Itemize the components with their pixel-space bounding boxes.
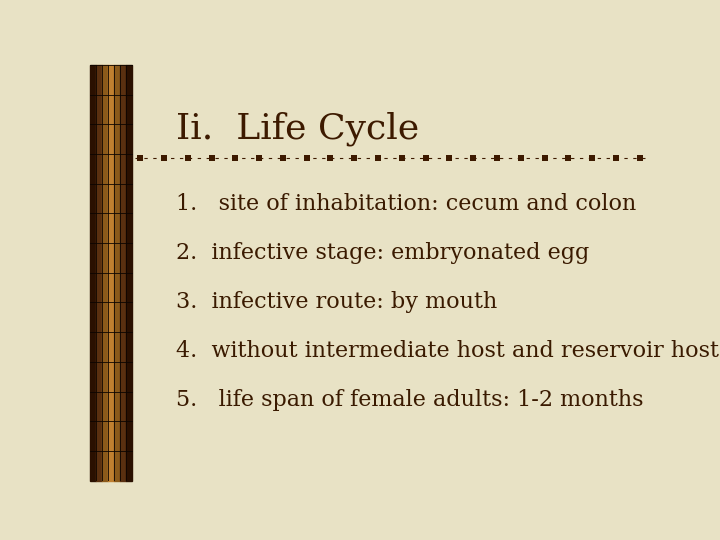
Point bbox=[182, 154, 194, 163]
Bar bbox=[102, 65, 108, 481]
Text: Ii.  Life Cycle: Ii. Life Cycle bbox=[176, 112, 420, 146]
Point bbox=[539, 154, 550, 163]
Point bbox=[348, 154, 360, 163]
Bar bbox=[96, 65, 102, 481]
Bar bbox=[108, 65, 114, 481]
Text: 1.   site of inhabitation: cecum and colon: 1. site of inhabitation: cecum and colon bbox=[176, 193, 636, 215]
Point bbox=[562, 154, 574, 163]
Bar bbox=[90, 65, 96, 481]
Text: 4.  without intermediate host and reservoir host: 4. without intermediate host and reservo… bbox=[176, 340, 719, 362]
Point bbox=[420, 154, 431, 163]
Point bbox=[277, 154, 289, 163]
Point bbox=[396, 154, 408, 163]
Point bbox=[491, 154, 503, 163]
Point bbox=[158, 154, 170, 163]
Text: 3.  infective route: by mouth: 3. infective route: by mouth bbox=[176, 291, 498, 313]
Point bbox=[586, 154, 598, 163]
Bar bbox=[120, 65, 126, 481]
Point bbox=[467, 154, 479, 163]
Bar bbox=[114, 65, 120, 481]
Point bbox=[634, 154, 645, 163]
Text: 2.  infective stage: embryonated egg: 2. infective stage: embryonated egg bbox=[176, 242, 590, 264]
Point bbox=[253, 154, 265, 163]
Point bbox=[301, 154, 312, 163]
Text: 5.   life span of female adults: 1-2 months: 5. life span of female adults: 1-2 month… bbox=[176, 389, 644, 411]
Point bbox=[444, 154, 455, 163]
Point bbox=[515, 154, 526, 163]
Point bbox=[206, 154, 217, 163]
Point bbox=[610, 154, 621, 163]
Bar bbox=[126, 65, 132, 481]
Point bbox=[372, 154, 384, 163]
Point bbox=[230, 154, 241, 163]
Point bbox=[325, 154, 336, 163]
Point bbox=[135, 154, 146, 163]
